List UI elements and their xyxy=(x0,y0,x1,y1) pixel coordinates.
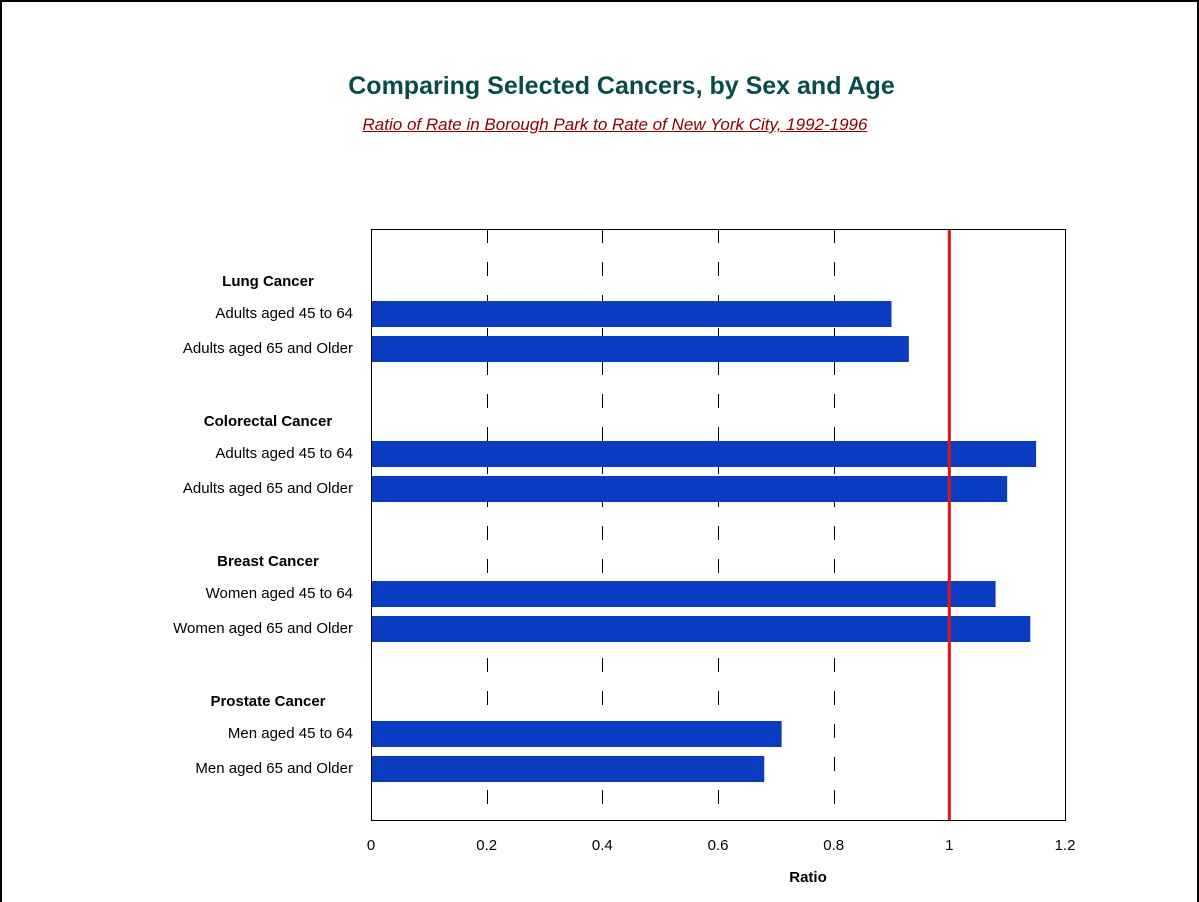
bar-label: Adults aged 45 to 64 xyxy=(215,305,353,322)
group-label: Breast Cancer xyxy=(217,553,319,570)
bar xyxy=(371,756,765,782)
bar xyxy=(371,616,1031,642)
bar xyxy=(371,301,892,327)
bar-label: Women aged 45 to 64 xyxy=(206,585,353,602)
chart-title: Comparing Selected Cancers, by Sex and A… xyxy=(348,72,895,100)
group-label: Prostate Cancer xyxy=(210,693,325,710)
x-tick-label: 0.2 xyxy=(476,837,497,854)
x-tick-label: 0.6 xyxy=(708,837,729,854)
x-tick-label: 0 xyxy=(367,837,375,854)
chart-subtitle: Ratio of Rate in Borough Park to Rate of… xyxy=(362,115,868,134)
x-tick-label: 1.2 xyxy=(1055,837,1076,854)
plot-border xyxy=(371,229,1066,821)
group-label: Lung Cancer xyxy=(222,273,314,290)
bar-label: Adults aged 65 and Older xyxy=(183,480,353,497)
bar-label: Adults aged 45 to 64 xyxy=(215,445,353,462)
bar xyxy=(371,476,1008,502)
x-tick-label: 0.4 xyxy=(592,837,613,854)
bar xyxy=(371,721,782,747)
bar-label: Men aged 65 and Older xyxy=(195,760,353,777)
group-label: Colorectal Cancer xyxy=(204,413,333,430)
bar xyxy=(371,336,909,362)
x-tick-label: 1 xyxy=(945,837,953,854)
bar-label: Adults aged 65 and Older xyxy=(183,340,353,357)
x-axis-label: Ratio xyxy=(789,869,827,886)
bar-label: Women aged 65 and Older xyxy=(173,620,353,637)
bar-label: Men aged 45 to 64 xyxy=(228,725,353,742)
bar xyxy=(371,581,996,607)
bar xyxy=(371,441,1037,467)
x-tick-label: 0.8 xyxy=(823,837,844,854)
